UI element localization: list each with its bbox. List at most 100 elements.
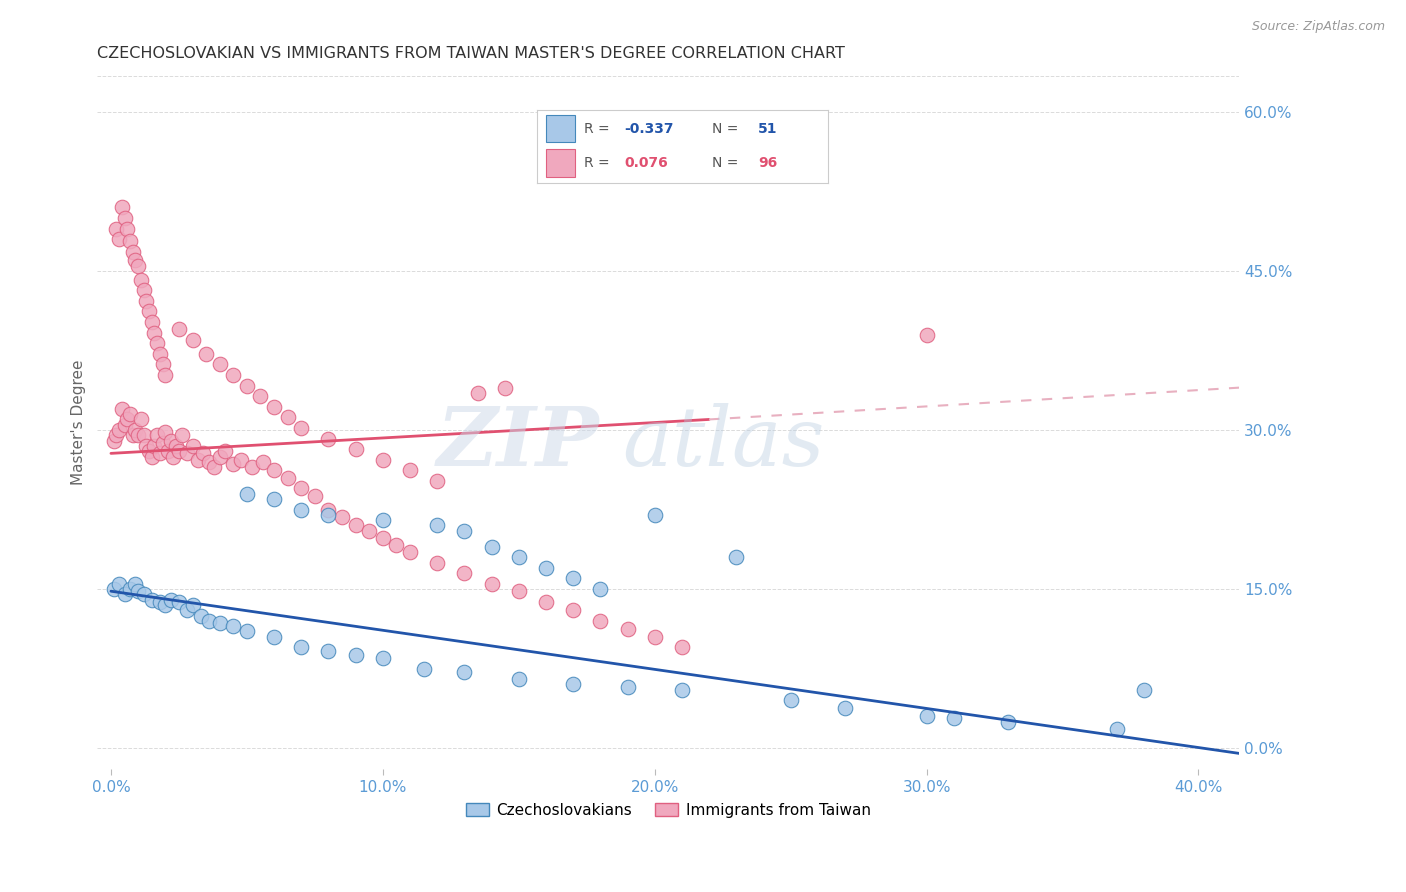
Point bbox=[508, 672, 530, 686]
Point bbox=[222, 619, 245, 633]
Point bbox=[344, 442, 367, 457]
Point bbox=[127, 584, 149, 599]
Point bbox=[124, 576, 146, 591]
Point bbox=[121, 244, 143, 259]
Point bbox=[208, 357, 231, 371]
Point bbox=[176, 603, 198, 617]
Point bbox=[202, 460, 225, 475]
Point bbox=[118, 235, 141, 249]
Point bbox=[290, 502, 312, 516]
Point bbox=[114, 587, 136, 601]
Point bbox=[198, 455, 221, 469]
Point bbox=[141, 450, 163, 464]
Point bbox=[318, 643, 340, 657]
Point bbox=[222, 457, 245, 471]
Point bbox=[534, 595, 557, 609]
Point bbox=[371, 651, 394, 665]
Point bbox=[135, 439, 157, 453]
Point bbox=[127, 259, 149, 273]
Point bbox=[143, 439, 166, 453]
Point bbox=[198, 614, 221, 628]
Point bbox=[371, 513, 394, 527]
Point bbox=[117, 412, 139, 426]
Point bbox=[111, 201, 134, 215]
Point bbox=[129, 412, 152, 426]
Point bbox=[426, 474, 449, 488]
Text: CZECHOSLOVAKIAN VS IMMIGRANTS FROM TAIWAN MASTER'S DEGREE CORRELATION CHART: CZECHOSLOVAKIAN VS IMMIGRANTS FROM TAIWA… bbox=[97, 46, 845, 62]
Point bbox=[149, 595, 172, 609]
Point bbox=[108, 232, 131, 246]
Point bbox=[277, 471, 299, 485]
Point bbox=[108, 576, 131, 591]
Point bbox=[135, 293, 157, 308]
Point bbox=[834, 701, 856, 715]
Point bbox=[117, 221, 139, 235]
Point bbox=[146, 336, 169, 351]
Point bbox=[915, 327, 938, 342]
Point bbox=[208, 615, 231, 630]
Point bbox=[399, 463, 422, 477]
Point bbox=[562, 677, 585, 691]
Point bbox=[997, 714, 1019, 729]
Point bbox=[159, 434, 181, 448]
Point bbox=[152, 435, 174, 450]
Point bbox=[141, 315, 163, 329]
Point bbox=[453, 524, 475, 538]
Point bbox=[263, 400, 285, 414]
Point bbox=[318, 432, 340, 446]
Point bbox=[290, 481, 312, 495]
Point bbox=[152, 357, 174, 371]
Point bbox=[103, 582, 125, 596]
Point bbox=[671, 640, 693, 655]
Point bbox=[138, 444, 160, 458]
Point bbox=[190, 608, 212, 623]
Point bbox=[103, 434, 125, 448]
Point bbox=[616, 680, 638, 694]
Point bbox=[167, 444, 190, 458]
Point bbox=[249, 389, 271, 403]
Point bbox=[318, 502, 340, 516]
Point bbox=[132, 587, 155, 601]
Point bbox=[385, 537, 408, 551]
Point bbox=[162, 450, 184, 464]
Point bbox=[167, 595, 190, 609]
Point bbox=[534, 561, 557, 575]
Point bbox=[132, 428, 155, 442]
Point bbox=[236, 378, 259, 392]
Point bbox=[589, 582, 612, 596]
Point bbox=[359, 524, 381, 538]
Point bbox=[263, 491, 285, 506]
Point bbox=[195, 347, 218, 361]
Point bbox=[143, 326, 166, 340]
Point bbox=[426, 518, 449, 533]
Point bbox=[304, 489, 326, 503]
Point bbox=[121, 428, 143, 442]
Point bbox=[105, 221, 128, 235]
Point bbox=[467, 386, 489, 401]
Point bbox=[105, 428, 128, 442]
Text: ZIP: ZIP bbox=[437, 403, 600, 483]
Point bbox=[141, 592, 163, 607]
Point bbox=[508, 550, 530, 565]
Point bbox=[399, 545, 422, 559]
Point bbox=[157, 444, 180, 458]
Point bbox=[240, 460, 263, 475]
Point bbox=[942, 711, 965, 725]
Point bbox=[1133, 682, 1156, 697]
Point bbox=[371, 531, 394, 545]
Point bbox=[915, 709, 938, 723]
Text: atlas: atlas bbox=[623, 403, 825, 483]
Point bbox=[371, 452, 394, 467]
Point bbox=[214, 444, 236, 458]
Point bbox=[330, 510, 353, 524]
Point bbox=[671, 682, 693, 697]
Text: Source: ZipAtlas.com: Source: ZipAtlas.com bbox=[1251, 20, 1385, 33]
Point bbox=[277, 410, 299, 425]
Point bbox=[124, 253, 146, 268]
Point bbox=[181, 598, 204, 612]
Point bbox=[193, 446, 215, 460]
Point bbox=[111, 401, 134, 416]
Point bbox=[146, 428, 169, 442]
Point bbox=[165, 439, 187, 453]
Point bbox=[453, 566, 475, 581]
